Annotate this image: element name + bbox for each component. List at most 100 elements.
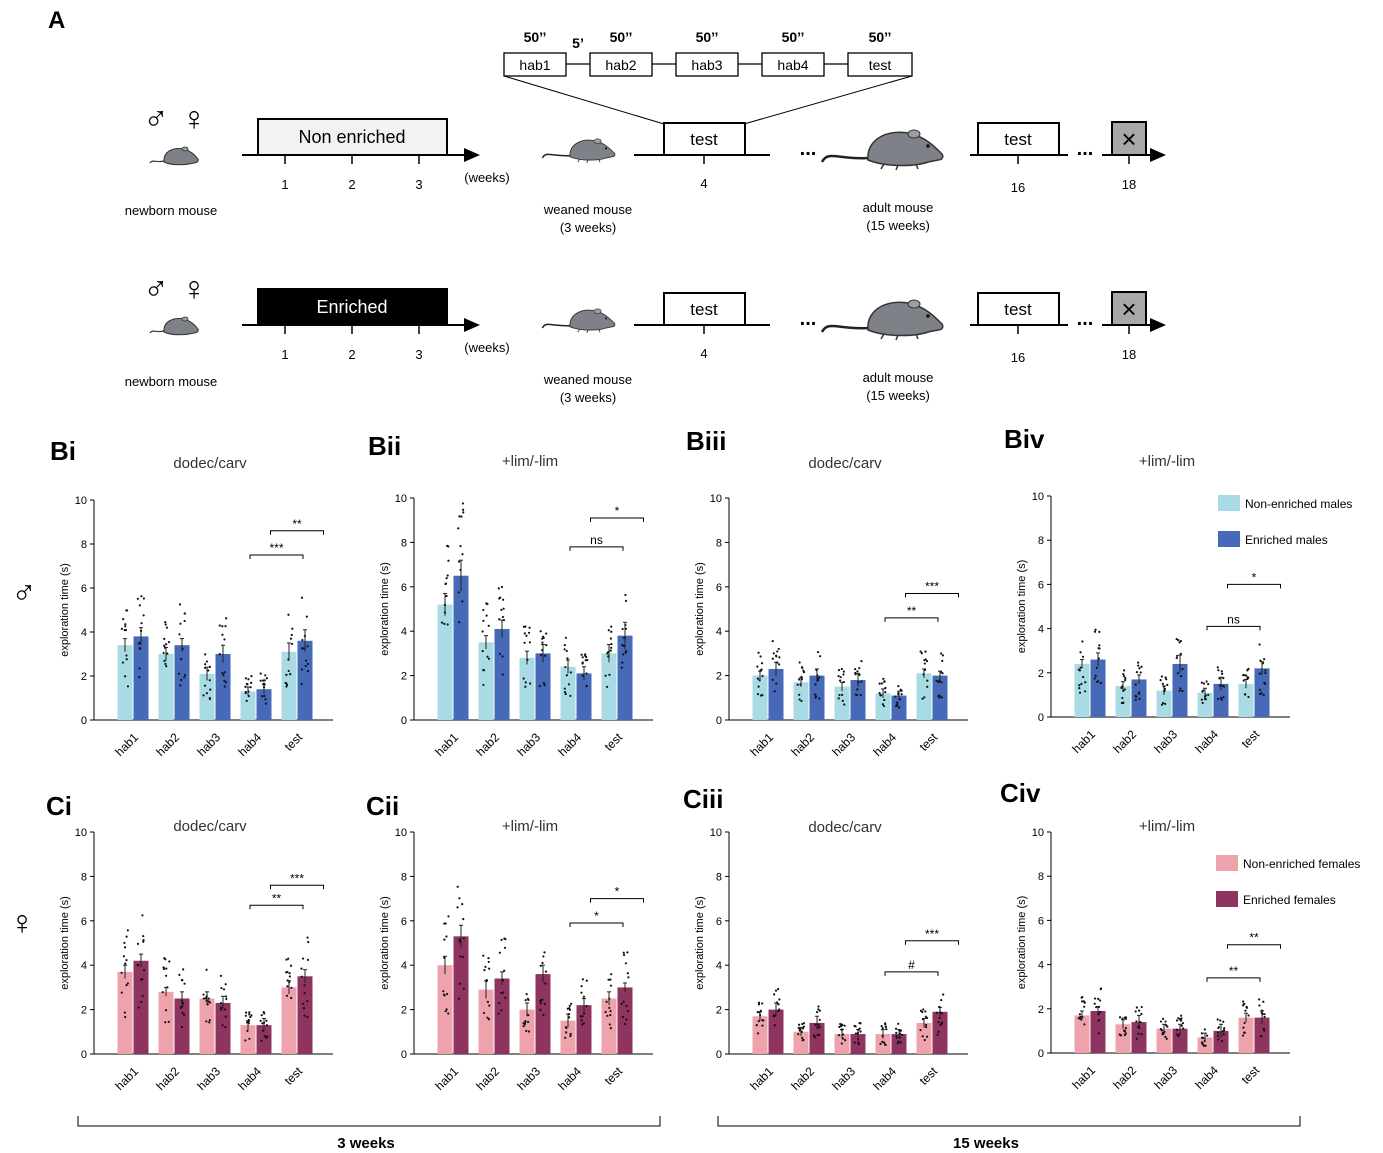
data-point — [497, 587, 500, 590]
data-point — [941, 672, 944, 675]
data-point — [760, 668, 763, 671]
significance-label: ** — [272, 891, 282, 905]
data-point — [1204, 1044, 1207, 1047]
data-point — [884, 686, 887, 690]
significance-bracket — [249, 904, 304, 910]
ellipsis: ... — [800, 308, 817, 330]
data-point — [527, 1014, 530, 1017]
data-point — [760, 662, 764, 665]
bar — [834, 686, 850, 720]
data-point — [301, 647, 304, 650]
data-point — [761, 694, 764, 697]
data-point — [244, 1014, 247, 1017]
data-point — [883, 680, 886, 684]
data-point — [881, 1027, 884, 1030]
data-point — [522, 1025, 525, 1028]
data-point — [923, 662, 926, 665]
data-point — [457, 591, 460, 594]
x-tick-label: hab3 — [829, 730, 858, 759]
data-point — [798, 661, 801, 664]
bracket-15-weeks: 15 weeks — [717, 1116, 1301, 1152]
data-point — [443, 603, 447, 607]
data-point — [444, 922, 447, 925]
data-point — [1159, 1028, 1162, 1031]
data-point — [223, 638, 226, 641]
adult-label: adult mouse — [863, 200, 934, 215]
y-tick-label: 10 — [395, 493, 407, 505]
data-point — [179, 622, 182, 625]
data-point — [1207, 693, 1210, 697]
data-point — [250, 675, 253, 678]
data-point — [624, 593, 627, 597]
data-point — [138, 647, 142, 650]
data-point — [620, 1002, 623, 1006]
y-tick-label: 2 — [81, 671, 87, 683]
bar — [809, 675, 825, 720]
data-point — [205, 692, 209, 695]
data-point — [900, 693, 903, 696]
data-point — [1161, 682, 1164, 685]
data-point — [1242, 673, 1245, 677]
data-point — [1097, 997, 1100, 1000]
y-tick-label: 0 — [716, 1049, 722, 1061]
x-tick-label: hab3 — [829, 1064, 858, 1093]
bar — [560, 1020, 576, 1054]
x-tick-label: hab3 — [194, 1064, 223, 1093]
bar — [1090, 1011, 1106, 1053]
data-point — [1203, 1028, 1206, 1031]
data-point — [585, 684, 588, 688]
x-tick-label: hab2 — [153, 730, 182, 759]
data-point — [138, 675, 141, 679]
data-point — [816, 674, 819, 677]
data-point — [224, 625, 227, 628]
data-point — [500, 608, 503, 611]
data-point — [285, 994, 289, 997]
data-point — [610, 646, 613, 649]
y-axis-label: exploration time (s) — [1016, 896, 1028, 990]
data-point — [481, 630, 484, 633]
data-point — [762, 1019, 765, 1022]
data-point — [1222, 696, 1225, 699]
data-point — [921, 1018, 925, 1021]
data-point — [1081, 655, 1085, 658]
data-point — [625, 1018, 628, 1021]
data-point — [162, 651, 165, 655]
y-tick-label: 2 — [81, 1005, 87, 1017]
data-point — [1140, 1005, 1143, 1009]
arrowhead — [464, 148, 480, 162]
data-point — [761, 1024, 764, 1027]
data-point — [1099, 987, 1103, 990]
data-point — [1078, 669, 1081, 672]
bar — [1074, 663, 1090, 717]
data-point — [484, 965, 487, 968]
data-point — [880, 682, 883, 685]
data-point — [290, 986, 293, 989]
data-point — [500, 1009, 503, 1012]
data-point — [604, 1010, 607, 1014]
bar — [1238, 1017, 1254, 1053]
data-point — [624, 649, 628, 653]
bar — [768, 1009, 784, 1054]
data-point — [837, 674, 840, 678]
data-point — [178, 603, 182, 606]
data-point — [458, 515, 461, 518]
y-tick-label: 0 — [1038, 712, 1044, 724]
protocol-duration: 50’’ — [696, 29, 719, 45]
data-point — [858, 1027, 861, 1030]
data-point — [623, 636, 626, 639]
male-symbol: ♂ — [143, 270, 169, 308]
data-point — [1242, 1000, 1245, 1003]
data-point — [497, 1012, 500, 1015]
data-point — [1261, 662, 1265, 665]
legend-label: Non-enriched females — [1243, 857, 1360, 871]
data-point — [164, 662, 167, 665]
data-point — [164, 623, 167, 626]
data-point — [570, 1002, 573, 1005]
y-tick-label: 8 — [716, 537, 722, 549]
data-point — [263, 679, 266, 682]
data-point — [498, 652, 502, 656]
data-point — [1222, 1033, 1225, 1036]
data-point — [580, 991, 583, 994]
data-point — [1095, 1006, 1098, 1009]
bar — [281, 987, 297, 1054]
